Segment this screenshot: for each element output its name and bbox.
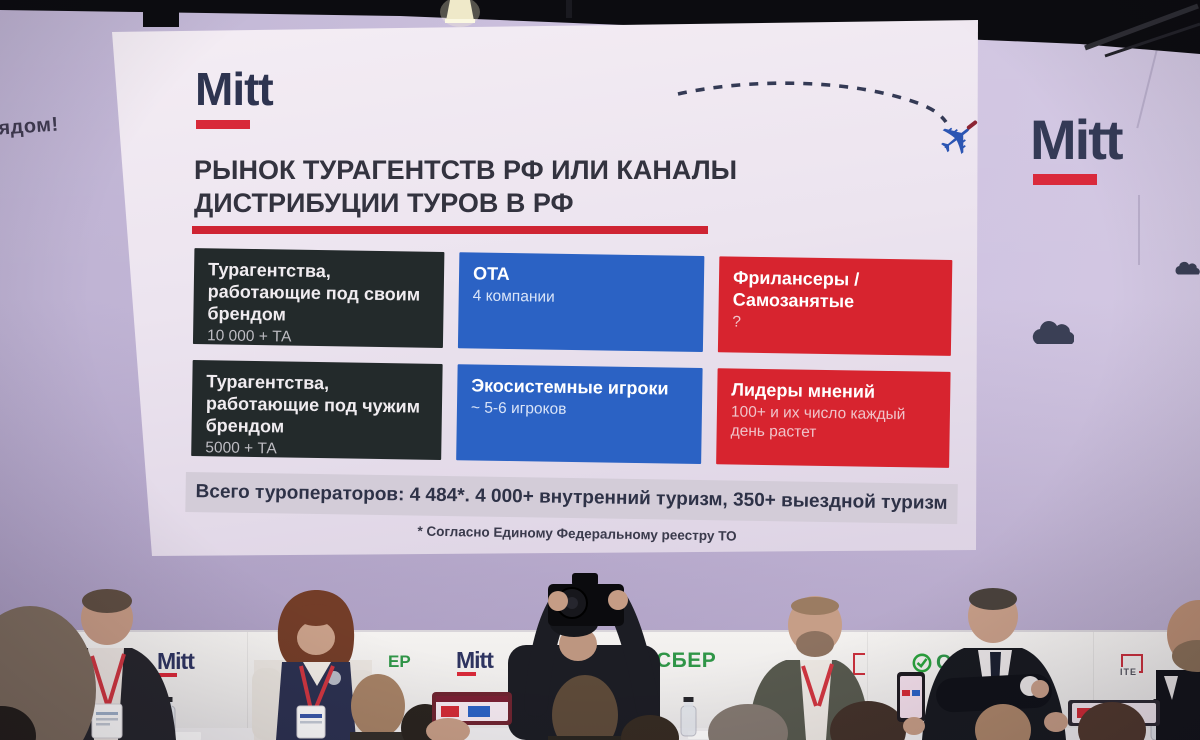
panelist-man-right-partial xyxy=(1156,600,1200,740)
audience-head xyxy=(975,704,1031,740)
mitt-banner-logo: Mitt xyxy=(456,647,494,676)
audience-head xyxy=(708,704,788,740)
phone-screen xyxy=(900,676,922,718)
presentation-slide: Mitt РЫНОК ТУРАГЕНТСТВ РФ ИЛИ КАНАЛЫ ДИС… xyxy=(112,20,978,556)
water-bottle xyxy=(680,697,697,737)
mitt-banner-text: Mitt xyxy=(456,647,494,673)
ceiling-lamp xyxy=(446,0,474,21)
mitt-logo-red-bar xyxy=(196,120,250,129)
red-lanyard xyxy=(801,663,834,707)
audience-head xyxy=(548,675,622,740)
sber-text-fragment: ЕР xyxy=(388,652,411,671)
flight-doodle: ✈ xyxy=(677,81,978,170)
dashed-flight-path xyxy=(677,81,948,124)
mitt-slide-logo: Mitt xyxy=(195,63,274,115)
panelist-man-suit xyxy=(922,588,1066,740)
mitt-logo-red-bar xyxy=(158,673,177,677)
cloud-icon xyxy=(1175,261,1200,275)
audience-with-phone xyxy=(830,672,925,740)
phone-filming xyxy=(426,692,512,740)
red-lanyard xyxy=(299,665,335,711)
red-lanyard xyxy=(90,653,126,705)
audience-with-phone xyxy=(1044,700,1160,740)
name-badge xyxy=(296,705,326,739)
mitt-banner-text: Mitt xyxy=(157,648,195,674)
mitt-logo-red-bar xyxy=(457,672,476,676)
audience-head xyxy=(621,715,679,740)
beard xyxy=(1172,640,1200,672)
audience-head xyxy=(0,706,36,740)
name-badge xyxy=(91,703,123,739)
audience-head xyxy=(0,606,96,740)
title-red-underline xyxy=(192,226,708,234)
ceiling-speaker xyxy=(143,0,179,27)
slide-title-line2: ДИСТРИБУЦИИ ТУРОВ В РФ xyxy=(194,188,574,219)
beard xyxy=(796,631,834,657)
audience-head xyxy=(350,674,406,740)
cloud-icon xyxy=(1032,321,1074,344)
plane-red-stripe xyxy=(966,120,978,130)
sber-text: СБЕР xyxy=(656,649,717,672)
mitt-banner-logo: Mitt xyxy=(157,648,195,677)
mitt-wall-logo: Mitt xyxy=(1030,108,1124,185)
photographer xyxy=(508,573,660,740)
ite-banner-logo: ITE xyxy=(1120,654,1143,677)
ite-logo-fragment xyxy=(853,653,865,675)
ceiling-rig xyxy=(0,0,1200,58)
mitt-logo-red-bar xyxy=(1033,174,1097,185)
slide-title: РЫНОК ТУРАГЕНТСТВ РФ ИЛИ КАНАЛЫ ДИСТРИБУ… xyxy=(194,154,794,221)
mitt-wall-logo-text: Mitt xyxy=(1030,108,1124,171)
audience-head xyxy=(830,701,906,740)
ite-text: ITE xyxy=(1120,667,1140,677)
audience-head xyxy=(1078,702,1146,740)
panelist-woman xyxy=(252,590,374,740)
sber-check-icon xyxy=(912,653,932,673)
slide-title-line1: РЫНОК ТУРАГЕНТСТВ РФ ИЛИ КАНАЛЫ xyxy=(194,155,738,185)
